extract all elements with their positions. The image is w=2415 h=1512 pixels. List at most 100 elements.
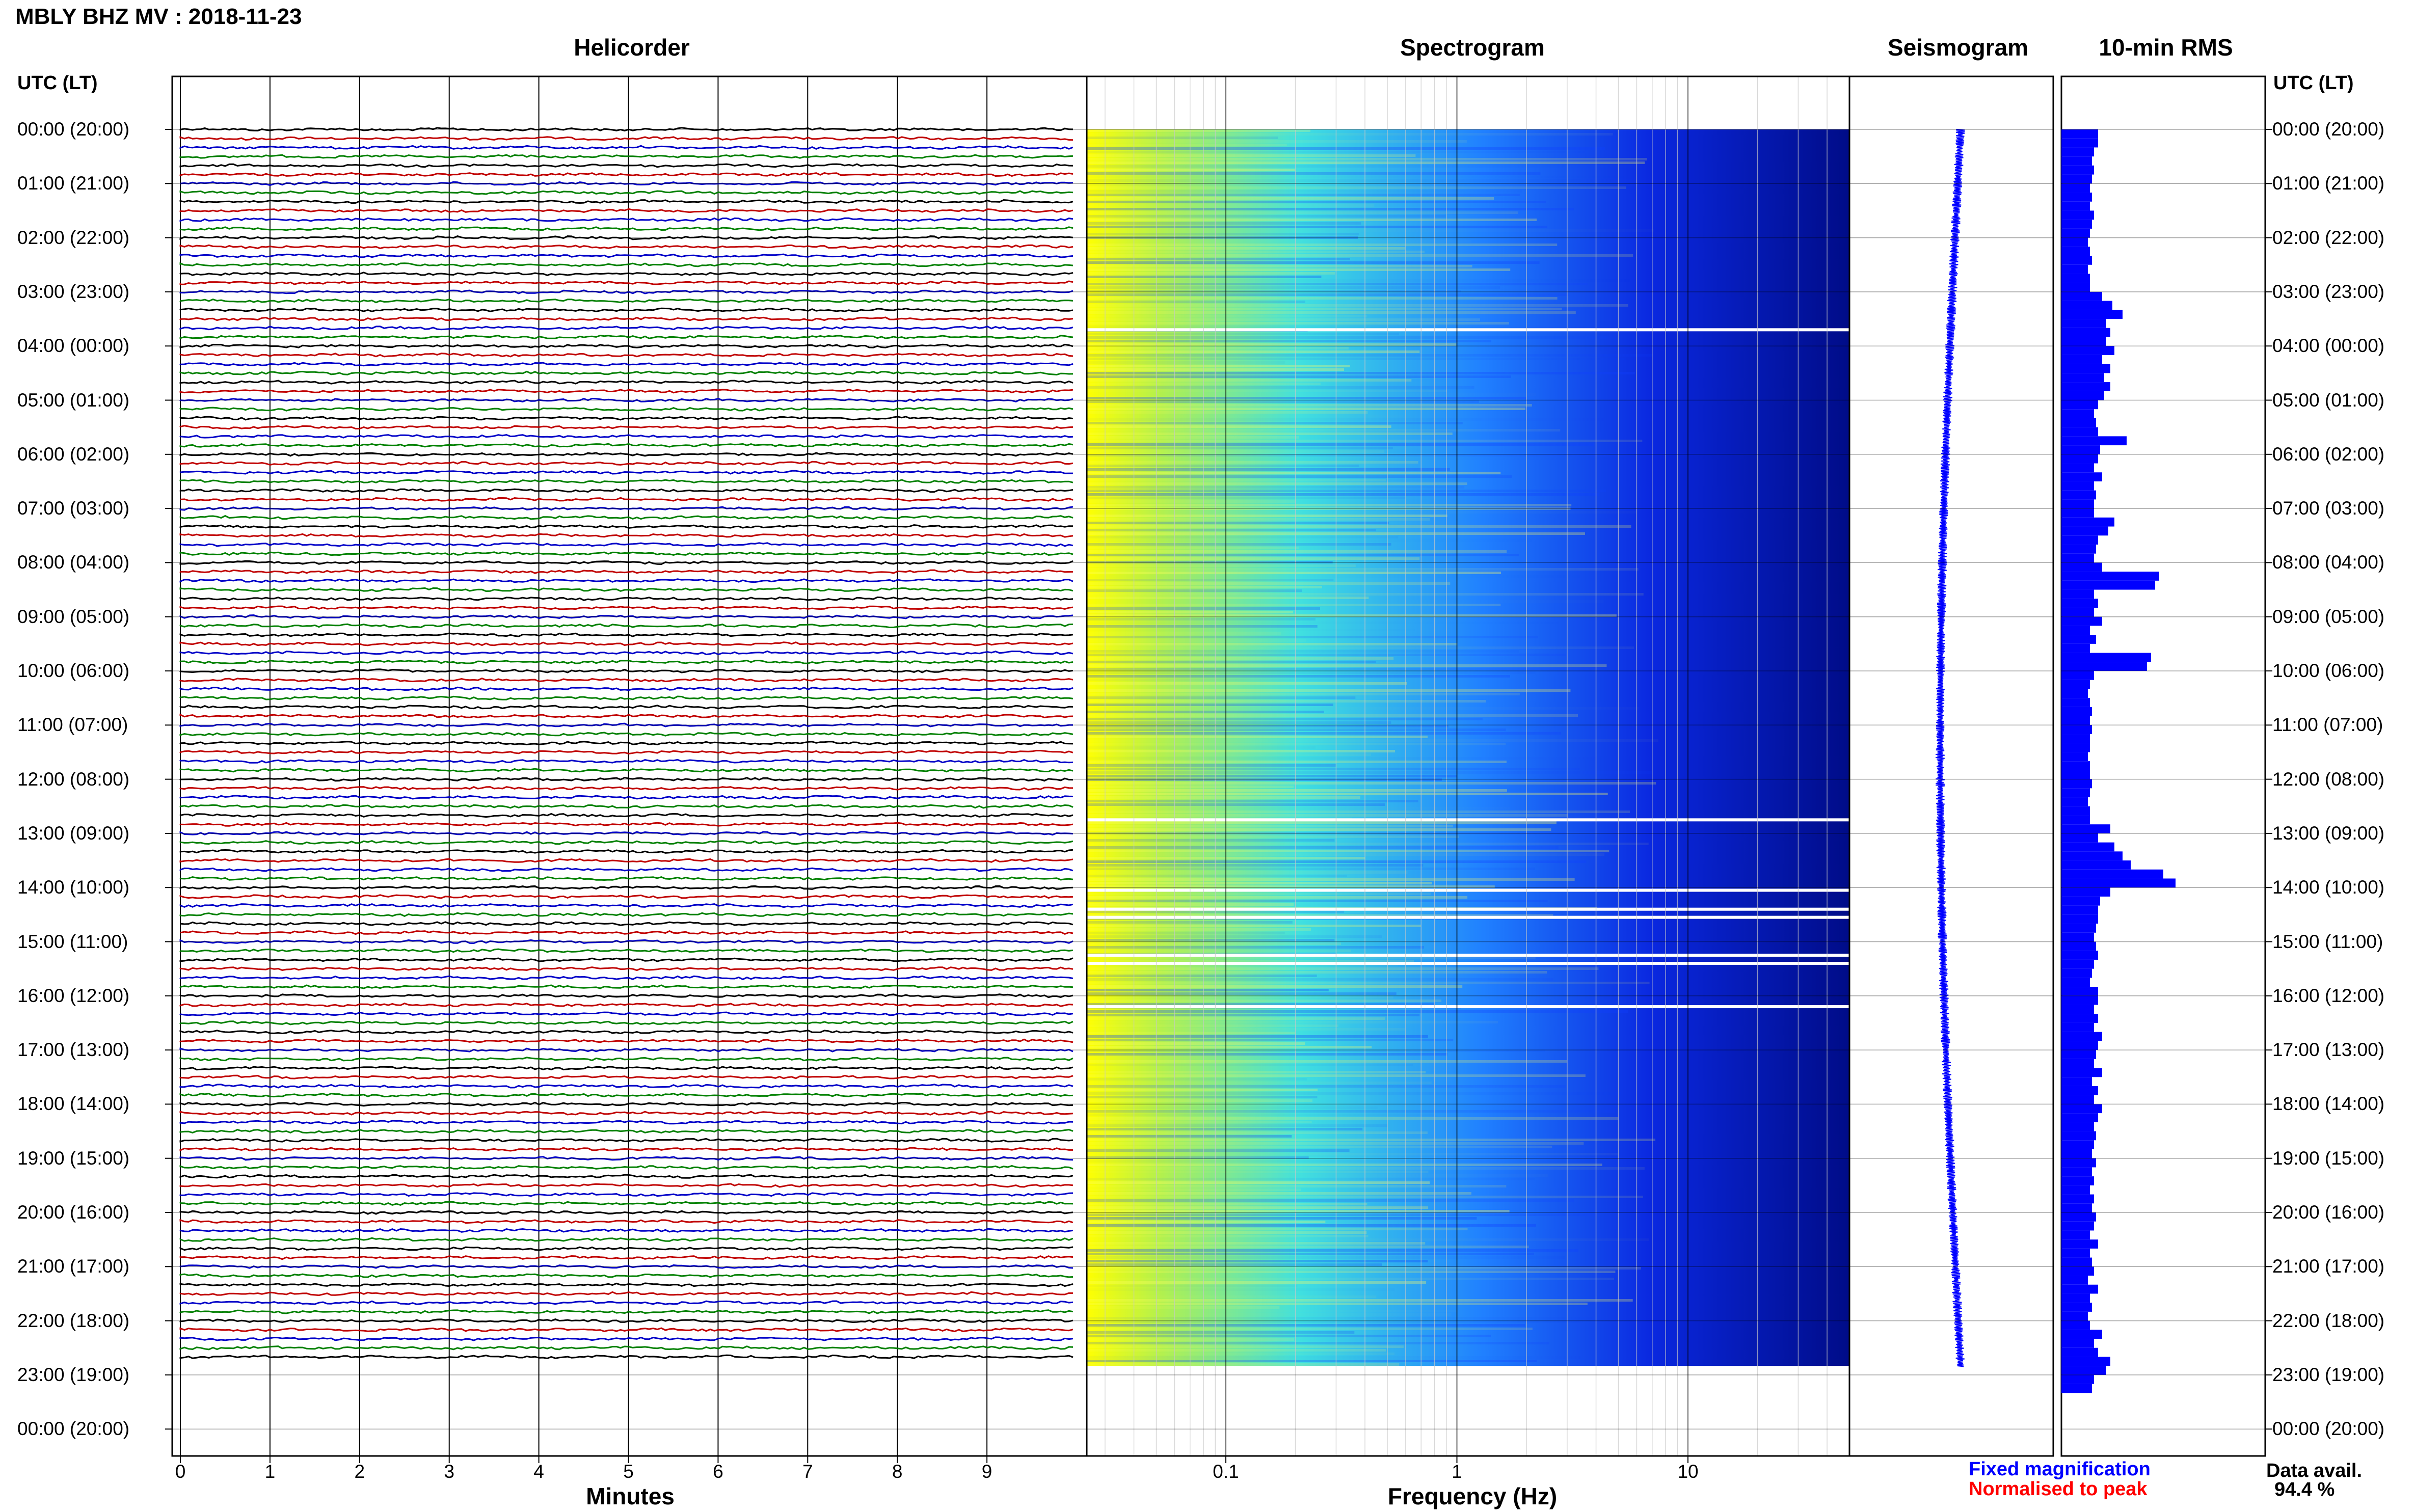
spectrogram-streak — [1087, 504, 1572, 506]
spectrogram-streak — [1087, 843, 1649, 845]
rms-bar — [2061, 1086, 2098, 1095]
spectrogram-streak — [1087, 393, 1536, 396]
time-label-left: 04:00 (00:00) — [17, 335, 130, 357]
rms-bar — [2061, 589, 2094, 599]
helicorder-trace — [180, 497, 1074, 502]
spectrogram-streak — [1087, 925, 1421, 927]
time-label-right: 06:00 (02:00) — [2272, 443, 2385, 465]
spectrogram-streak — [1087, 404, 1532, 407]
spectrogram-streak — [1087, 547, 1299, 549]
spectrogram-streak — [1087, 240, 1471, 242]
rms-bar — [2061, 851, 2123, 861]
spectrogram-streak — [1087, 315, 1367, 317]
spectrogram-streak — [1087, 782, 1656, 785]
rms-bar — [2061, 1266, 2094, 1276]
spectrogram-streak — [1087, 1328, 1533, 1330]
helicorder-trace — [179, 1120, 1074, 1125]
spectrogram-streak — [1087, 900, 1548, 902]
rms-bar — [2061, 319, 2106, 328]
rms-bar — [2061, 869, 2163, 879]
spectrogram-streak — [1087, 1164, 1602, 1166]
rms-bar — [2061, 193, 2092, 202]
spectrogram-streak — [1087, 457, 1624, 460]
rms-bar — [2061, 1230, 2090, 1240]
helicorder-trace — [179, 334, 1074, 340]
spectrogram-streak — [1087, 935, 1382, 938]
time-label-left: 19:00 (15:00) — [17, 1147, 130, 1169]
spectrogram-streak — [1087, 1099, 1312, 1102]
helicorder-trace — [179, 533, 1074, 538]
minute-tick-label: 3 — [444, 1461, 454, 1482]
rms-frame — [2060, 75, 2266, 1457]
rms-bar — [2061, 734, 2090, 743]
helicorder-trace — [179, 713, 1074, 719]
minute-tick-label: 7 — [802, 1461, 813, 1482]
spectrogram-gap — [1087, 954, 1849, 957]
helicorder-trace — [179, 1101, 1074, 1107]
minute-tick-label: 6 — [713, 1461, 723, 1482]
spectrogram-gap — [1087, 328, 1849, 332]
spectrogram-streak — [1087, 333, 1399, 335]
spectrogram-streak — [1087, 992, 1397, 995]
spectrogram-streak — [1087, 718, 1483, 720]
helicorder-trace — [179, 1038, 1074, 1044]
time-label-left: 09:00 (05:00) — [17, 606, 130, 627]
spectrogram-streak — [1087, 522, 1389, 524]
helicorder-trace — [179, 1336, 1074, 1341]
spectrogram-streak — [1087, 361, 1285, 364]
rms-bar — [2061, 562, 2102, 572]
spectrogram-streak — [1087, 825, 1454, 827]
rms-bar — [2061, 1303, 2092, 1312]
helicorder-trace — [179, 190, 1074, 195]
rms-bar — [2061, 951, 2098, 960]
time-label-left: 00:00 (20:00) — [17, 1418, 130, 1440]
spectrogram-streak — [1087, 921, 1293, 924]
spectrogram-streak — [1087, 425, 1391, 428]
spectrogram-streak — [1087, 1146, 1552, 1148]
time-label-left: 12:00 (08:00) — [17, 768, 130, 790]
helicorder-trace — [179, 948, 1074, 953]
spectrogram-streak — [1087, 1217, 1477, 1220]
spectrogram-streak — [1087, 408, 1526, 410]
rms-bar — [2061, 1131, 2096, 1141]
spectrogram-streak — [1087, 632, 1281, 635]
helicorder-trace — [179, 1246, 1074, 1251]
helicorder-trace — [179, 668, 1074, 673]
spectrogram-streak — [1087, 204, 1375, 207]
spectrogram-streak — [1087, 490, 1606, 492]
helicorder-panel — [171, 75, 1088, 1457]
spectrogram-streak — [1087, 322, 1509, 325]
rms-bar — [2061, 941, 2096, 951]
rms-bar — [2061, 914, 2098, 924]
time-label-left: 00:00 (20:00) — [17, 119, 130, 140]
spectrogram-streak — [1087, 515, 1447, 517]
helicorder-trace — [179, 813, 1074, 818]
spectrogram-streak — [1087, 1320, 1582, 1323]
spectrogram-streak — [1087, 975, 1317, 977]
time-label-right: 01:00 (21:00) — [2272, 173, 2385, 194]
spectrogram-streak — [1087, 215, 1446, 218]
spectrogram-streak — [1087, 1117, 1619, 1120]
spectrogram-streak — [1087, 318, 1481, 321]
rms-bar — [2061, 391, 2104, 400]
helicorder-trace — [179, 686, 1074, 691]
helicorder-trace — [179, 1255, 1074, 1260]
spectrogram-streak — [1087, 750, 1396, 752]
helicorder-trace — [179, 840, 1074, 845]
helicorder-trace — [179, 858, 1074, 863]
time-label-left: 18:00 (14:00) — [17, 1093, 130, 1115]
rms-bar — [2061, 1014, 2098, 1023]
rms-bar — [2061, 689, 2088, 698]
spectrogram-streak — [1087, 433, 1453, 435]
spectrogram-streak — [1087, 1192, 1471, 1195]
spectrogram-streak — [1087, 803, 1385, 806]
rms-bar — [2061, 264, 2088, 274]
minute-tick-label: 8 — [892, 1461, 903, 1482]
rms-bar — [2061, 463, 2094, 473]
time-label-left: 11:00 (07:00) — [17, 714, 128, 736]
spectrogram-streak — [1087, 696, 1356, 699]
spectrogram-streak — [1087, 1021, 1498, 1023]
helicorder-trace — [179, 587, 1074, 592]
helicorder-trace — [179, 705, 1074, 710]
spectrogram-streak — [1087, 1295, 1377, 1298]
